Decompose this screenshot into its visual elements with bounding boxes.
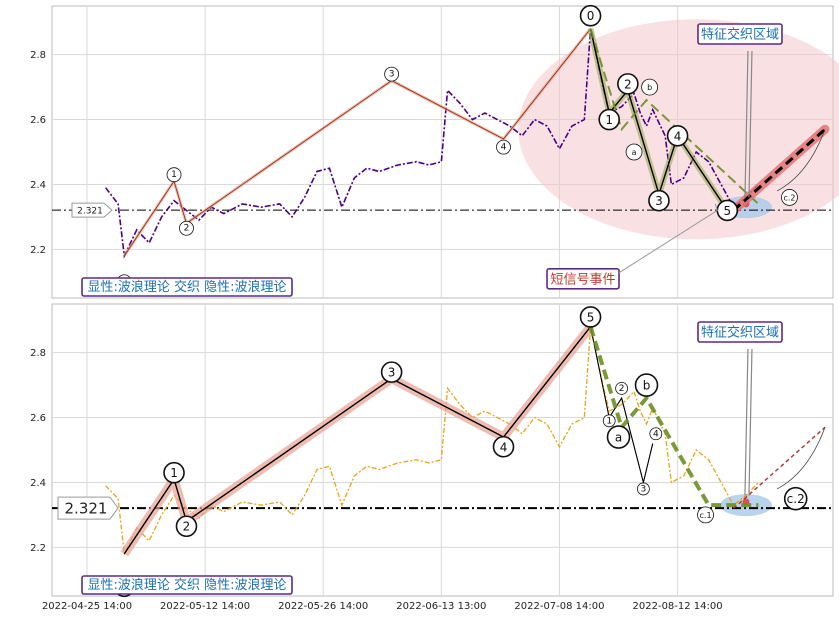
abc-wave-circle [606, 425, 631, 449]
zone-label-box [697, 23, 783, 45]
sub-wave-label: 3 [655, 194, 663, 208]
main-wave-label: 1 [170, 466, 178, 480]
abc-wave-label: b [643, 379, 651, 393]
projection-curve [776, 129, 826, 192]
main-wave-circle [380, 361, 403, 383]
abc-wave-circle [783, 486, 808, 511]
sub-wave-label: 1 [605, 113, 613, 127]
main-wave-circle [163, 461, 185, 484]
abc-wave-circle [634, 373, 659, 397]
panel-bottom: 2.22.42.62.80123451234abc.1c.22.321显性:波浪… [30, 303, 834, 598]
legend-text: 显性:波浪理论 交织 隐性:波浪理论 [87, 577, 286, 593]
y-tick-label: 2.2 [30, 245, 46, 256]
y-tick-label: 2.8 [30, 50, 46, 61]
zone-label: 特征交织区域 [701, 325, 779, 341]
zone-label: 特征交织区域 [701, 27, 779, 43]
main-wave-circle [179, 220, 194, 236]
sub-wave-label: 2 [624, 77, 632, 91]
x-tick-label: 2022-06-13 13:00 [396, 601, 486, 612]
main-wave-label: 2 [184, 224, 190, 234]
sub-wave-label: 4 [653, 429, 659, 439]
sub-wave-label: 4 [674, 129, 682, 143]
price-label: 2.321 [77, 207, 103, 217]
x-tick-label: 2022-08-12 14:00 [633, 601, 723, 612]
price-label: 2.321 [65, 500, 108, 518]
abc-wave-circle [625, 143, 643, 161]
zone-pointer [748, 348, 753, 496]
abc-wave-label: b [647, 83, 652, 92]
sub-wave-circle [636, 482, 650, 496]
zone-pointer [744, 348, 749, 496]
event-label-box [546, 267, 620, 290]
main-wave-label: 2 [183, 520, 191, 534]
x-tick-label: 2022-05-26 14:00 [278, 601, 368, 612]
main-wave-circle [579, 306, 602, 328]
main-wave-label: 3 [389, 70, 395, 80]
x-tick-label: 2022-04-25 14:00 [42, 601, 132, 612]
y-tick-label: 2.4 [30, 478, 46, 489]
sub-wave-circle [598, 108, 621, 131]
zone-label-box [697, 321, 783, 343]
projection-curve [776, 427, 826, 490]
sub-wave-circle [615, 381, 629, 395]
main-wave-line [123, 326, 592, 555]
abc-wave-label: a [632, 148, 637, 157]
abc-wave-label: a [615, 431, 622, 445]
abc-wave-label: c.1 [700, 511, 712, 520]
legend-box [81, 277, 293, 297]
sub-wave-circle [602, 414, 616, 428]
main-wave-label: 5 [587, 310, 595, 324]
legend-box [81, 575, 293, 595]
abc-wave-label: c.2 [787, 492, 805, 506]
x-tick-label: 2022-05-12 14:00 [160, 601, 250, 612]
main-wave-label: 4 [501, 143, 507, 153]
y-tick-label: 2.4 [30, 180, 46, 191]
abc-wave-circle [641, 78, 659, 96]
main-wave-circle [166, 167, 182, 183]
abc-wave-line [588, 326, 759, 508]
y-tick-label: 2.6 [30, 413, 46, 424]
main-wave-circle [496, 139, 511, 155]
legend-text: 显性:波浪理论 交织 隐性:波浪理论 [87, 279, 286, 295]
y-tick-label: 2.8 [30, 348, 46, 359]
sub-wave-circle [649, 427, 663, 441]
sub-wave-circle [666, 124, 689, 147]
price-label-box [57, 496, 119, 520]
sub-wave-label: 1 [606, 416, 612, 426]
x-tick-label: 2022-07-08 14:00 [514, 601, 604, 612]
y-tick-label: 2.6 [30, 115, 46, 126]
main-wave-circle [384, 66, 400, 82]
main-wave-circle [175, 515, 198, 538]
sub-wave-label: 5 [723, 204, 731, 218]
abc-wave-label: c.2 [783, 193, 795, 202]
abc-wave-line [589, 28, 760, 205]
main-wave-label: 4 [500, 440, 508, 454]
main-wave-circle [579, 4, 602, 27]
sub-wave-circle [648, 189, 670, 212]
panel-top: 2.22.42.62.801234012345abc.22.321显性:波浪理论… [30, 4, 839, 299]
y-tick-label: 2.2 [30, 543, 46, 554]
main-wave-label: 0 [587, 9, 595, 23]
price-label-box [71, 202, 113, 218]
sub-wave-line [590, 326, 654, 483]
zone-pointer [748, 50, 753, 198]
sub-wave-label: 3 [641, 484, 647, 494]
sub-wave-line [589, 28, 728, 211]
projection-line [733, 426, 826, 509]
abc-wave-circle [697, 506, 714, 524]
main-wave-label: 1 [171, 170, 177, 180]
zone-pointer [744, 50, 749, 198]
event-arrow [618, 203, 718, 274]
event-label: 短信号事件 [551, 272, 616, 287]
sub-wave-circle [617, 73, 639, 95]
main-wave-line [123, 28, 591, 257]
main-wave-circle [492, 435, 515, 458]
abc-wave-circle [781, 189, 798, 206]
main-wave-label: 3 [388, 366, 396, 380]
sub-wave-label: 2 [619, 384, 625, 394]
